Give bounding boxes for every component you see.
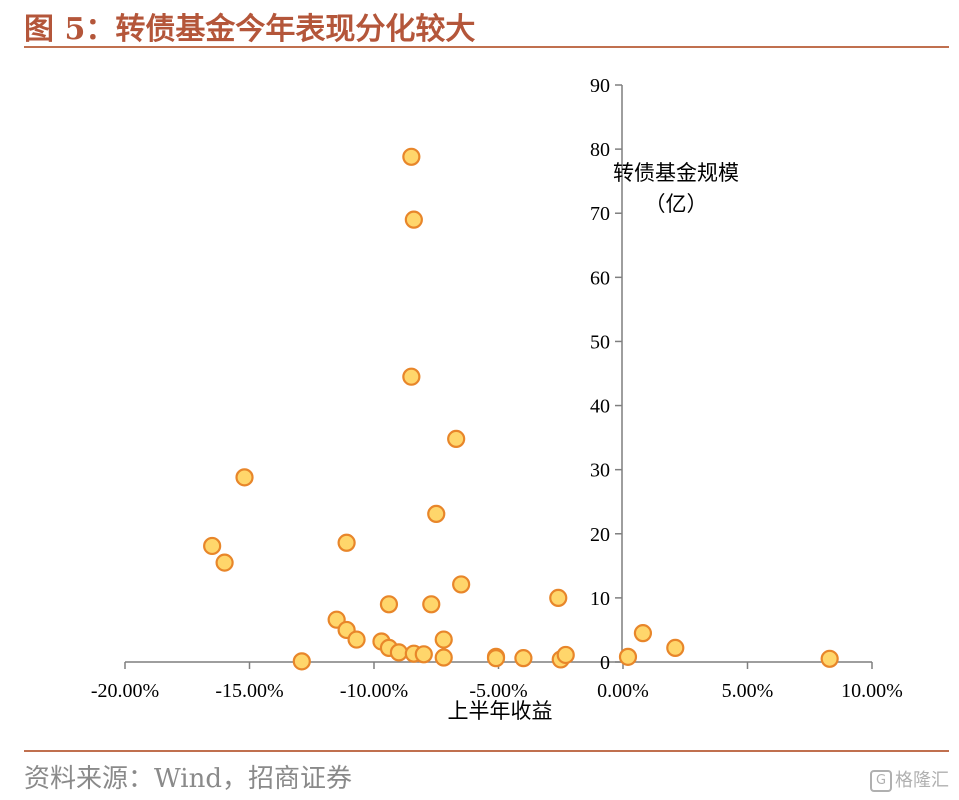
y-tick-label: 40	[590, 396, 610, 418]
x-axis: -20.00% -15.00% -10.00% -5.00% 0.00% 5.00% 10.…	[91, 661, 903, 702]
data-point	[434, 630, 453, 649]
y-tick-label: 70	[590, 203, 610, 225]
data-point	[514, 649, 533, 668]
x-tick-label: 0.00%	[597, 680, 649, 702]
data-point	[379, 595, 399, 614]
data-point	[486, 649, 506, 668]
data-point	[447, 429, 466, 448]
data-point	[427, 504, 446, 524]
data-point	[633, 624, 653, 643]
y-axis-label-unit: （亿）	[645, 192, 708, 216]
data-point	[347, 630, 366, 649]
y-tick-label: 50	[590, 331, 610, 353]
x-tick-label: -15.00%	[215, 680, 283, 702]
data-point	[666, 638, 685, 657]
x-axis-label: 上半年收益	[448, 699, 553, 723]
data-point	[422, 595, 441, 614]
y-tick-label: 80	[590, 139, 610, 161]
source-note: 资料来源：Wind，招商证券	[24, 764, 352, 794]
y-tick-label: 90	[590, 75, 610, 97]
figure-title: 图 5：转债基金今年表现分化较大	[24, 12, 476, 47]
data-points	[203, 147, 839, 671]
x-tick-label: -20.00%	[91, 680, 159, 702]
x-tick-label: 5.00%	[722, 680, 774, 702]
x-tick-label: 10.00%	[841, 680, 903, 702]
data-point	[402, 147, 421, 166]
data-point	[556, 645, 575, 665]
data-point	[549, 588, 568, 607]
data-point	[820, 649, 839, 668]
data-point	[434, 648, 453, 667]
data-point	[292, 652, 311, 671]
y-tick-label: 0	[600, 652, 610, 674]
data-point	[452, 575, 471, 594]
data-point	[404, 210, 423, 229]
data-point	[414, 645, 433, 664]
data-point	[337, 533, 356, 552]
y-tick-label: 60	[590, 267, 610, 289]
data-point	[389, 643, 408, 662]
source-divider	[24, 750, 949, 752]
x-tick-label: -10.00%	[340, 680, 408, 702]
scatter-chart: -20.00% -15.00% -10.00% -5.00% 0.00% 5.00% 10.…	[91, 75, 903, 723]
x-tick-label: -5.00%	[469, 680, 527, 702]
data-point	[235, 468, 254, 487]
y-axis: 0 10 20 30 40 50 60 70 80 90	[590, 75, 623, 674]
data-point	[215, 553, 234, 572]
title-divider	[24, 46, 949, 48]
y-tick-label: 10	[590, 588, 610, 610]
watermark: G 格隆汇	[870, 766, 949, 792]
g-logo-icon: G	[870, 770, 892, 792]
watermark-text: 格隆汇	[895, 770, 949, 791]
y-tick-label: 20	[590, 524, 610, 546]
y-axis-label: 转债基金规模	[613, 161, 739, 185]
data-point	[402, 367, 421, 386]
data-point	[203, 536, 222, 556]
data-point	[618, 647, 638, 666]
y-tick-label: 30	[590, 460, 610, 482]
